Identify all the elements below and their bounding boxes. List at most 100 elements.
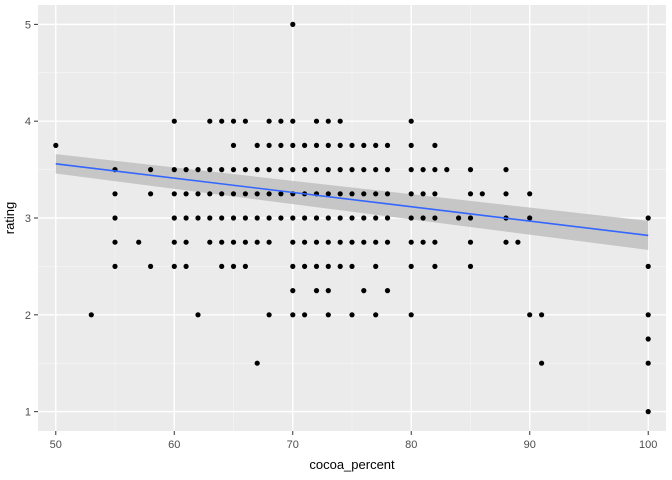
axis-layer: 50 60 70 80 90 100 1 2 3 4 5 bbox=[25, 19, 658, 451]
data-point bbox=[527, 215, 533, 221]
data-point bbox=[266, 142, 272, 148]
data-point bbox=[645, 312, 651, 318]
data-point bbox=[278, 142, 284, 148]
data-point bbox=[432, 215, 438, 221]
data-point bbox=[361, 239, 367, 245]
data-point bbox=[313, 167, 320, 173]
data-point bbox=[384, 167, 391, 173]
data-point bbox=[242, 239, 248, 245]
data-point bbox=[242, 215, 248, 221]
data-point bbox=[384, 288, 391, 294]
data-point bbox=[325, 263, 331, 269]
data-point bbox=[242, 263, 248, 269]
data-point bbox=[183, 263, 189, 269]
data-point bbox=[254, 360, 260, 366]
data-point bbox=[219, 215, 225, 221]
points-layer bbox=[53, 21, 651, 415]
data-point bbox=[420, 167, 426, 173]
data-point bbox=[373, 215, 379, 221]
data-point bbox=[645, 409, 651, 415]
data-point bbox=[408, 167, 414, 173]
x-tick-label: 70 bbox=[287, 439, 299, 451]
data-point bbox=[361, 142, 367, 148]
y-tick-label: 2 bbox=[25, 310, 31, 322]
data-point bbox=[325, 167, 331, 173]
data-point bbox=[456, 215, 462, 221]
data-point bbox=[195, 167, 201, 173]
data-point bbox=[337, 167, 343, 173]
data-point bbox=[313, 263, 320, 269]
data-point bbox=[183, 191, 189, 197]
data-point bbox=[515, 239, 521, 245]
data-point bbox=[432, 239, 438, 245]
data-point bbox=[313, 142, 320, 148]
data-point bbox=[408, 118, 414, 124]
data-point bbox=[254, 167, 260, 173]
data-point bbox=[361, 215, 367, 221]
data-point bbox=[195, 191, 201, 197]
data-point bbox=[432, 142, 438, 148]
data-point bbox=[230, 191, 237, 197]
data-point bbox=[313, 288, 320, 294]
data-point bbox=[432, 167, 438, 173]
data-point bbox=[467, 239, 474, 245]
data-point bbox=[373, 263, 379, 269]
data-point bbox=[325, 142, 331, 148]
data-point bbox=[384, 191, 391, 197]
data-point bbox=[467, 215, 474, 221]
data-point bbox=[183, 239, 189, 245]
data-point bbox=[361, 167, 367, 173]
data-point bbox=[112, 239, 118, 245]
data-point bbox=[645, 360, 651, 366]
data-point bbox=[325, 215, 331, 221]
data-point bbox=[408, 239, 414, 245]
data-point bbox=[302, 239, 308, 245]
data-point bbox=[325, 312, 331, 318]
data-point bbox=[242, 191, 248, 197]
data-point bbox=[278, 118, 284, 124]
confidence-band bbox=[55, 154, 649, 250]
data-point bbox=[349, 142, 355, 148]
data-point bbox=[266, 312, 272, 318]
data-point bbox=[645, 263, 651, 269]
data-point bbox=[349, 239, 355, 245]
data-point bbox=[230, 167, 237, 173]
data-point bbox=[171, 263, 177, 269]
data-point bbox=[408, 191, 414, 197]
data-point bbox=[302, 263, 308, 269]
data-point bbox=[302, 142, 308, 148]
data-point bbox=[230, 239, 237, 245]
y-tick-label: 1 bbox=[25, 407, 31, 419]
data-point bbox=[408, 215, 414, 221]
x-axis-title: cocoa_percent bbox=[309, 457, 395, 472]
data-point bbox=[230, 118, 237, 124]
data-point bbox=[254, 239, 260, 245]
data-point bbox=[266, 191, 272, 197]
y-tick-label: 3 bbox=[25, 213, 31, 225]
data-point bbox=[230, 263, 237, 269]
data-point bbox=[207, 118, 213, 124]
data-point bbox=[337, 263, 343, 269]
data-point bbox=[467, 167, 474, 173]
data-point bbox=[278, 215, 284, 221]
data-point bbox=[408, 312, 414, 318]
data-point bbox=[527, 191, 533, 197]
data-point bbox=[539, 360, 545, 366]
data-point bbox=[290, 21, 296, 27]
data-point bbox=[195, 312, 201, 318]
data-point bbox=[171, 191, 177, 197]
data-point bbox=[479, 191, 485, 197]
data-point bbox=[290, 312, 296, 318]
data-point bbox=[290, 118, 296, 124]
x-tick-label: 90 bbox=[524, 439, 536, 451]
data-point bbox=[408, 263, 414, 269]
data-point bbox=[230, 215, 237, 221]
data-point bbox=[432, 191, 438, 197]
x-tick-label: 60 bbox=[168, 439, 180, 451]
data-point bbox=[290, 167, 296, 173]
data-point bbox=[266, 167, 272, 173]
data-point bbox=[337, 215, 343, 221]
data-point bbox=[313, 239, 320, 245]
data-point bbox=[266, 118, 272, 124]
data-point bbox=[467, 191, 474, 197]
